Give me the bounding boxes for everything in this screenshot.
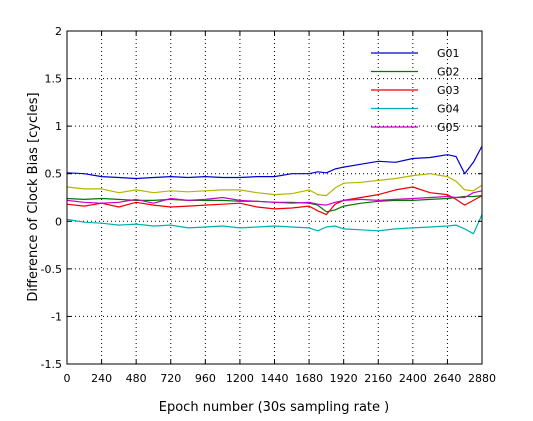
series-line-g05 <box>66 190 483 206</box>
series-line-g03 <box>66 186 483 216</box>
series-line-g01 <box>66 145 483 180</box>
y-axis-label: Difference of Clock Bias [cycles] <box>26 92 41 301</box>
x-tick-label: 960 <box>195 372 216 385</box>
plot-background <box>67 31 482 364</box>
legend-label-g02: G02 <box>437 66 460 79</box>
legend-label-g01: G01 <box>437 47 460 60</box>
x-tick-label: 2160 <box>364 372 392 385</box>
x-tick-label: 2880 <box>468 372 496 385</box>
x-tick-label: 1680 <box>295 372 323 385</box>
x-tick-label: 2400 <box>399 372 427 385</box>
series-group <box>66 145 483 235</box>
y-tick-label: -1 <box>51 310 62 323</box>
x-tick-label: 1200 <box>226 372 254 385</box>
x-tick-label: 480 <box>126 372 147 385</box>
x-tick-label: 240 <box>91 372 112 385</box>
series-line-g04 <box>66 214 483 235</box>
legend-label-g05: G05 <box>437 121 460 134</box>
series-line-g02 <box>66 195 483 213</box>
series-line-unlabeled <box>66 173 483 197</box>
x-tick-label: 2640 <box>433 372 461 385</box>
y-tick-label: 1.5 <box>45 73 63 86</box>
y-tick-label: 0.5 <box>45 168 63 181</box>
legend-label-g03: G03 <box>437 84 460 97</box>
y-tick-label: 1 <box>55 120 62 133</box>
x-tick-label: 1440 <box>261 372 289 385</box>
x-tick-label: 0 <box>64 372 71 385</box>
x-axis-label: Epoch number (30s sampling rate ) <box>159 400 389 415</box>
legend: G01 G02 G03 G04 G05 <box>371 47 460 134</box>
y-tick-label: -0.5 <box>41 263 62 276</box>
y-tick-label: 2 <box>55 25 62 38</box>
x-tick-label: 720 <box>160 372 181 385</box>
legend-label-g04: G04 <box>437 103 460 116</box>
y-tick-label: 0 <box>55 215 62 228</box>
ticks: 0 240 480 720 960 1200 1440 1680 1920 2160 2400 264… <box>41 25 496 385</box>
x-tick-label: 1920 <box>330 372 358 385</box>
y-tick-label: -1.5 <box>41 358 62 371</box>
